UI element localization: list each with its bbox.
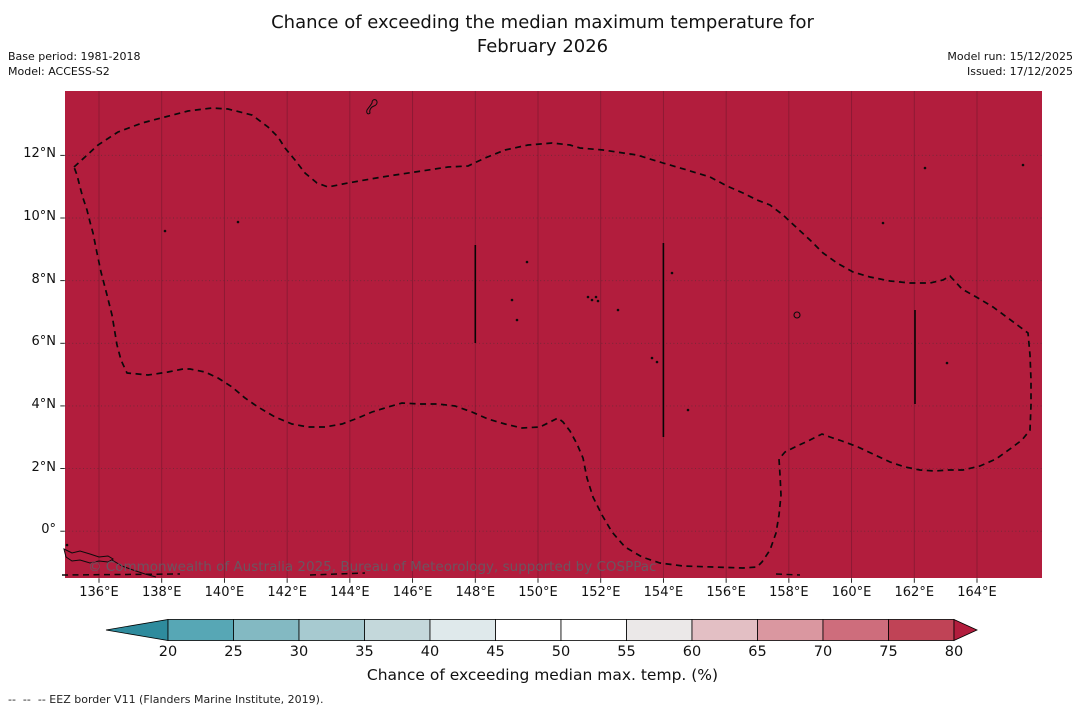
eez-border-fragment — [309, 572, 366, 576]
x-tick-label: 158°E — [769, 585, 809, 600]
x-tick-label: 146°E — [392, 585, 433, 600]
eez-border-fragment — [61, 573, 181, 576]
watermark-text: © Commonwealth of Australia 2025, Bureau… — [88, 559, 656, 575]
x-tick-label: 154°E — [643, 585, 684, 600]
island-speck — [510, 298, 514, 302]
island-speck — [596, 299, 600, 303]
island-speck — [586, 295, 590, 299]
x-tick-label: 160°E — [831, 585, 872, 600]
island-speck — [515, 318, 519, 322]
model-label: Model: ACCESS-S2 — [8, 65, 110, 78]
island-speck — [65, 543, 69, 547]
island-speck — [163, 229, 167, 233]
colorbar-segment — [888, 619, 955, 641]
colorbar-segment — [298, 619, 365, 641]
colorbar-segment — [822, 619, 889, 641]
colorbar-tick-label: 40 — [420, 644, 440, 660]
coastline — [63, 548, 114, 564]
colorbar — [105, 618, 978, 642]
meta-left: Base period: 1981-2018 Model: ACCESS-S2 — [8, 49, 140, 79]
island-speck — [881, 221, 885, 225]
eez-footnote: -- -- -- EEZ border V11 (Flanders Marine… — [8, 693, 324, 706]
axis-ticks — [60, 154, 978, 583]
colorbar-segment — [626, 619, 693, 641]
colorbar-tick-label: 65 — [748, 644, 767, 660]
colorbar-over-arrow — [953, 618, 978, 642]
island-speck — [650, 356, 654, 360]
colorbar-tick-label: 70 — [813, 644, 833, 660]
eez-border-dashed — [73, 107, 1032, 569]
x-tick-label: 162°E — [894, 585, 935, 600]
colorbar-tick-label: 60 — [682, 644, 702, 660]
base-period-label: Base period: 1981-2018 — [8, 50, 141, 63]
colorbar-under-arrow — [105, 619, 169, 641]
map-background — [65, 91, 1042, 578]
latitude-gridlines — [65, 154, 1042, 532]
colorbar-segment — [429, 619, 496, 641]
x-tick-label: 148°E — [455, 585, 496, 600]
island-speck — [1021, 163, 1025, 167]
y-tick-label: 8°N — [31, 271, 57, 287]
island-speck — [945, 361, 949, 365]
island-specks — [65, 163, 1025, 547]
island-speck — [590, 298, 594, 302]
coastline — [366, 99, 378, 115]
eez-border-fragment — [775, 573, 801, 576]
colorbar-segment — [167, 619, 234, 641]
colorbar-segment — [364, 619, 431, 641]
x-tick-label: 142°E — [267, 585, 307, 600]
colorbar-tick-label: 50 — [551, 644, 571, 660]
colorbar-tick-label: 45 — [486, 644, 505, 660]
island-speck — [616, 308, 620, 312]
model-run-label: Model run: 15/12/2025 — [947, 50, 1073, 63]
island-speck — [525, 260, 529, 264]
island-speck — [236, 220, 240, 224]
y-tick-label: 12°N — [23, 146, 56, 162]
x-tick-label: 152°E — [580, 585, 621, 600]
x-tick-label: 140°E — [204, 585, 245, 600]
colorbar-tick-label: 30 — [289, 644, 309, 660]
island-speck — [923, 166, 927, 170]
x-tick-label: 138°E — [141, 585, 182, 600]
island-speck — [686, 408, 690, 412]
colorbar-segment — [495, 619, 562, 641]
x-tick-label: 156°E — [706, 585, 746, 600]
colorbar-tick-label: 55 — [617, 644, 636, 660]
issued-label: Issued: 17/12/2025 — [966, 65, 1073, 78]
x-tick-label: 136°E — [79, 585, 119, 600]
colorbar-tick-label: 80 — [944, 644, 964, 660]
colorbar-tick-label: 25 — [224, 644, 243, 660]
colorbar-caption: Chance of exceeding median max. temp. (%… — [366, 666, 719, 684]
colorbar-segment — [691, 619, 758, 641]
island-speck — [655, 360, 659, 364]
meta-right: Model run: 15/12/2025 Issued: 17/12/2025 — [947, 49, 1073, 79]
colorbar-segment — [757, 619, 824, 641]
y-tick-label: 2°N — [31, 459, 57, 475]
map-canvas: © Commonwealth of Australia 2025, Bureau… — [60, 91, 1042, 583]
figure-title: Chance of exceeding the median maximum t… — [271, 12, 814, 57]
y-tick-label: 10°N — [23, 209, 56, 224]
island-ring — [793, 311, 801, 319]
colorbar-segment — [560, 619, 627, 641]
x-tick-label: 144°E — [330, 585, 370, 600]
colorbar-tick-label: 35 — [355, 644, 374, 660]
island-speck — [594, 295, 598, 299]
colorbar-tick-label: 75 — [879, 644, 898, 660]
x-tick-label: 150°E — [518, 585, 558, 600]
colorbar-tick-label: 20 — [158, 644, 178, 660]
y-tick-label: 4°N — [31, 396, 57, 412]
boundary-line-segments — [474, 243, 916, 437]
x-tick-label: 164°E — [957, 585, 997, 600]
eez-border-fragments — [61, 572, 801, 576]
island-speck — [670, 271, 674, 275]
y-tick-label: 0° — [41, 522, 56, 538]
colorbar-segment — [233, 619, 300, 641]
y-tick-label: 6°N — [31, 334, 57, 350]
